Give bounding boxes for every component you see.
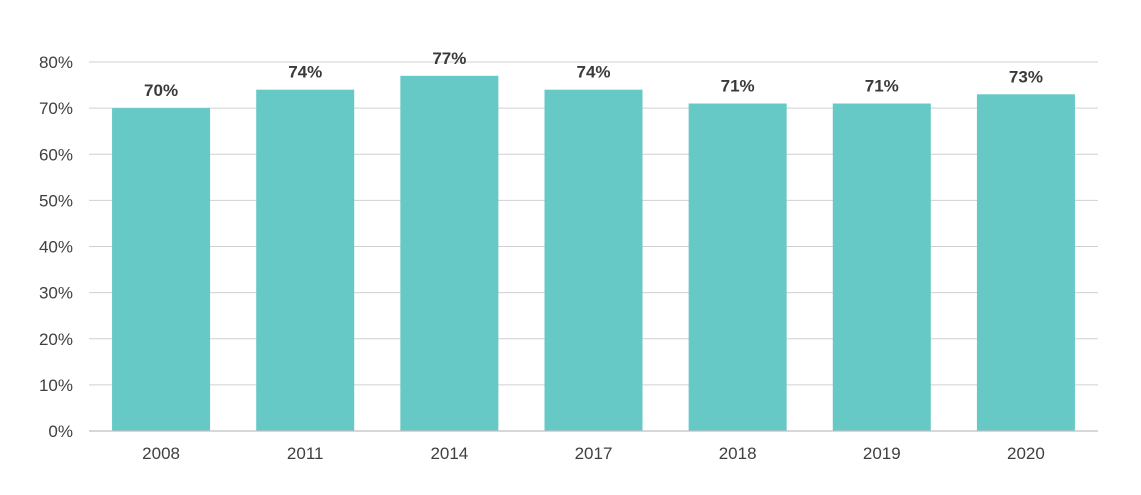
data-label-2018: 71% [721, 77, 755, 96]
y-tick-label: 60% [39, 145, 73, 164]
y-tick-label: 30% [39, 284, 73, 303]
bar-2014 [400, 75, 499, 432]
bar-2018 [688, 103, 787, 431]
bar-2008 [112, 108, 211, 431]
x-tick-label-2017: 2017 [575, 444, 613, 463]
y-tick-label: 50% [39, 191, 73, 210]
bars [112, 75, 1075, 432]
data-label-2020: 73% [1009, 67, 1043, 86]
y-axis-tick-labels: 0% 10% 20% 30% 40% 50% 60% 70% 80% [39, 53, 73, 441]
y-tick-label: 20% [39, 330, 73, 349]
x-axis-tick-labels: 2008 2011 2014 2017 2018 2019 2020 [142, 444, 1045, 463]
y-tick-label: 0% [48, 422, 73, 441]
y-tick-label: 40% [39, 238, 73, 257]
data-labels: 70% 74% 77% 74% 71% 71% 73% [144, 49, 1043, 100]
data-label-2019: 71% [865, 77, 899, 96]
bar-2017 [544, 89, 643, 432]
x-tick-label-2018: 2018 [719, 444, 757, 463]
x-tick-label-2008: 2008 [142, 444, 180, 463]
y-tick-label: 80% [39, 53, 73, 72]
data-label-2017: 74% [576, 63, 610, 82]
y-tick-label: 10% [39, 376, 73, 395]
bar-2011 [256, 89, 355, 432]
y-tick-label: 70% [39, 99, 73, 118]
data-label-2014: 77% [432, 49, 466, 68]
x-tick-label-2011: 2011 [287, 444, 324, 463]
data-label-2008: 70% [144, 81, 178, 100]
bar-2019 [832, 103, 931, 431]
data-label-2011: 74% [288, 63, 322, 82]
x-tick-label-2020: 2020 [1007, 444, 1045, 463]
bar-2020 [976, 94, 1075, 431]
x-tick-label-2019: 2019 [863, 444, 901, 463]
x-tick-label-2014: 2014 [430, 444, 468, 463]
